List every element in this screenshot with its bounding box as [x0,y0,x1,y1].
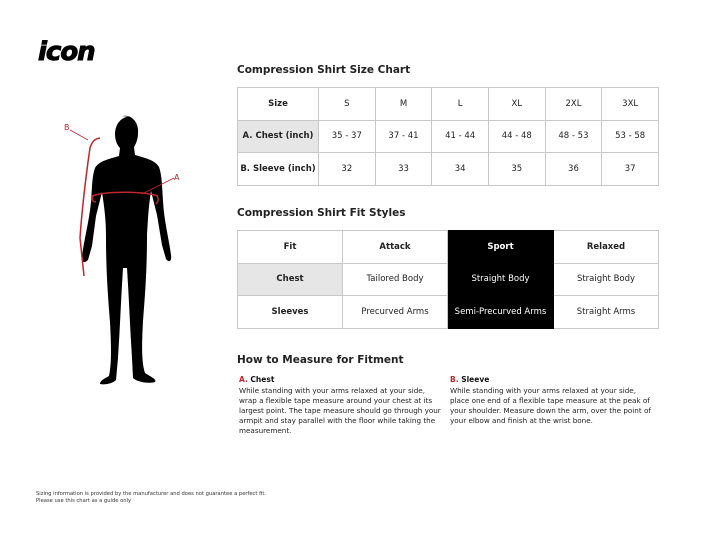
row-label: Sleeves [237,295,343,329]
measure-title: How to Measure for Fitment [237,354,404,366]
fit-chart-title: Compression Shirt Fit Styles [237,207,406,219]
table-row: Size S M L XL 2XL 3XL [237,87,659,121]
header-cell: S [318,87,376,121]
header-cell: L [431,87,489,121]
table-row: Sleeves Precurved Arms Semi-Precurved Ar… [237,295,659,329]
cell: 32 [318,152,376,186]
body-silhouette-figure: A B [64,115,180,385]
disclaimer-line-1: Sizing information is provided by the ma… [36,491,267,497]
cell: 36 [544,152,603,186]
header-cell: 3XL [601,87,659,121]
chest-instructions: While standing with your arms relaxed at… [239,386,441,435]
cell: 33 [374,152,433,186]
cell: Straight Arms [553,295,659,329]
measure-sleeve: B. Sleeve While standing with your arms … [450,375,655,426]
sleeve-heading: Sleeve [461,375,490,384]
chest-letter: A. [239,375,248,384]
header-cell: XL [487,87,546,121]
measure-chest: A. Chest While standing with your arms r… [239,375,444,436]
cell: 37 - 41 [374,119,433,153]
row-label: B. Sleeve (inch) [237,152,319,186]
cell: 35 - 37 [318,119,376,153]
header-cell: Sport [447,230,554,264]
svg-text:icon: icon [38,38,95,64]
disclaimer-line-2: Please use this chart as a guide only [36,498,132,504]
label-a: A [174,173,180,182]
header-cell: Relaxed [553,230,659,264]
sleeve-instructions: While standing with your arms relaxed at… [450,386,651,425]
disclaimer: Sizing information is provided by the ma… [36,491,266,505]
row-label: Chest [237,262,343,296]
size-chart-title: Compression Shirt Size Chart [237,64,411,76]
size-chart-table: Size S M L XL 2XL 3XL A. Chest (inch) 35… [237,87,659,186]
header-cell: Size [237,87,319,121]
header-cell: Attack [342,230,448,264]
table-row: A. Chest (inch) 35 - 37 37 - 41 41 - 44 … [237,119,659,153]
header-cell: M [374,87,433,121]
fit-chart-table: Fit Attack Sport Relaxed Chest Tailored … [237,230,659,329]
cell: 35 [487,152,546,186]
cell: 34 [431,152,489,186]
header-cell: Fit [237,230,343,264]
cell: Semi-Precurved Arms [447,295,554,329]
table-row: Chest Tailored Body Straight Body Straig… [237,262,659,296]
label-b: B [64,123,70,132]
cell: Precurved Arms [342,295,448,329]
sleeve-letter: B. [450,375,459,384]
row-label: A. Chest (inch) [237,119,319,153]
cell: 48 - 53 [544,119,603,153]
cell: 41 - 44 [431,119,489,153]
chest-heading: Chest [250,375,275,384]
table-row: B. Sleeve (inch) 32 33 34 35 36 37 [237,152,659,186]
cell: Straight Body [447,262,554,296]
cell: Straight Body [553,262,659,296]
cell: 37 [601,152,659,186]
header-cell: 2XL [544,87,603,121]
icon-logo: icon [38,38,97,64]
cell: Tailored Body [342,262,448,296]
cell: 44 - 48 [487,119,546,153]
table-row: Fit Attack Sport Relaxed [237,230,659,264]
cell: 53 - 58 [601,119,659,153]
